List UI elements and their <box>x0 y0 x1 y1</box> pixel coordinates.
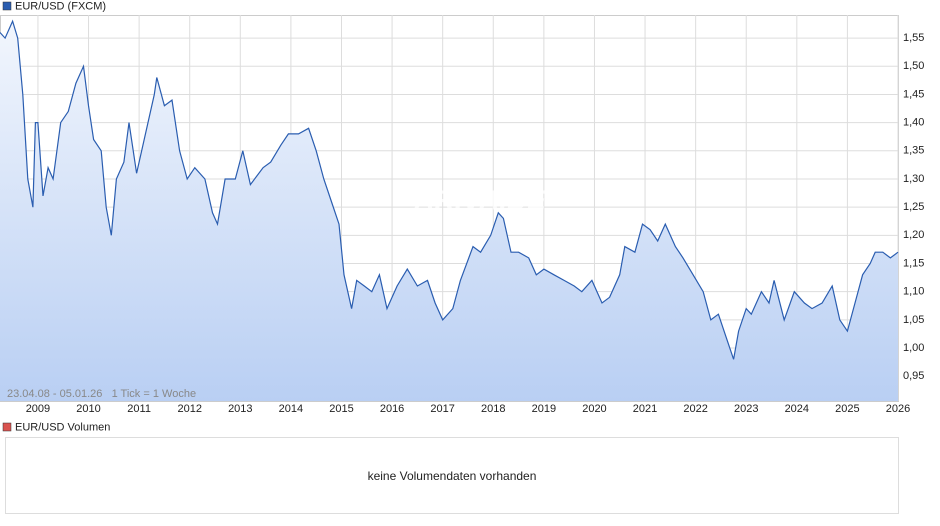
watermark: ARIVA.DE <box>413 184 547 215</box>
note: 23.04.08 - 05.01.26 1 Tick = 1 Woche <box>7 388 196 400</box>
legend-swatch <box>2 422 12 432</box>
x-tick-label: 2019 <box>532 403 556 415</box>
y-tick-label: 1,25 <box>903 201 924 213</box>
y-tick-label: 1,15 <box>903 257 924 269</box>
x-tick-label: 2023 <box>734 403 758 415</box>
x-tick-label: 2012 <box>177 403 201 415</box>
legend-label: EUR/USD (FXCM) <box>15 0 106 12</box>
x-tick-label: 2011 <box>127 403 151 415</box>
x-tick-label: 2026 <box>886 403 910 415</box>
legend-swatch <box>2 1 12 11</box>
x-tick-label: 2009 <box>26 403 50 415</box>
volume-panel <box>5 437 899 514</box>
y-tick-label: 1,40 <box>903 117 924 129</box>
x-tick-label: 2018 <box>481 403 505 415</box>
y-tick-label: 1,10 <box>903 286 924 298</box>
x-tick-label: 2013 <box>228 403 252 415</box>
y-tick-label: 1,30 <box>903 173 924 185</box>
x-tick-label: 2016 <box>380 403 404 415</box>
x-tick-label: 2015 <box>329 403 353 415</box>
line <box>0 19 899 360</box>
legend-label: EUR/USD Volumen <box>15 421 110 433</box>
y-tick-label: 1,45 <box>903 88 924 100</box>
x-tick-label: 2010 <box>76 403 100 415</box>
y-tick-label: 0,95 <box>903 370 924 382</box>
x-tick-label: 2022 <box>683 403 707 415</box>
y-tick-label: 1,20 <box>903 229 924 241</box>
y-tick-label: 1,50 <box>903 60 924 72</box>
y-tick-label: 1,05 <box>903 314 924 326</box>
y-tick-label: 1,55 <box>903 32 924 44</box>
y-tick-label: 1,00 <box>903 342 924 354</box>
x-tick-label: 2020 <box>582 403 606 415</box>
x-tick-label: 2025 <box>835 403 859 415</box>
x-tick-label: 2024 <box>785 403 809 415</box>
volume-message: keine Volumendaten vorhanden <box>368 469 537 483</box>
x-tick-label: 2017 <box>430 403 454 415</box>
y-tick-label: 1,35 <box>903 145 924 157</box>
x-tick-label: 2021 <box>633 403 657 415</box>
area <box>0 21 898 401</box>
x-tick-label: 2014 <box>279 403 303 415</box>
